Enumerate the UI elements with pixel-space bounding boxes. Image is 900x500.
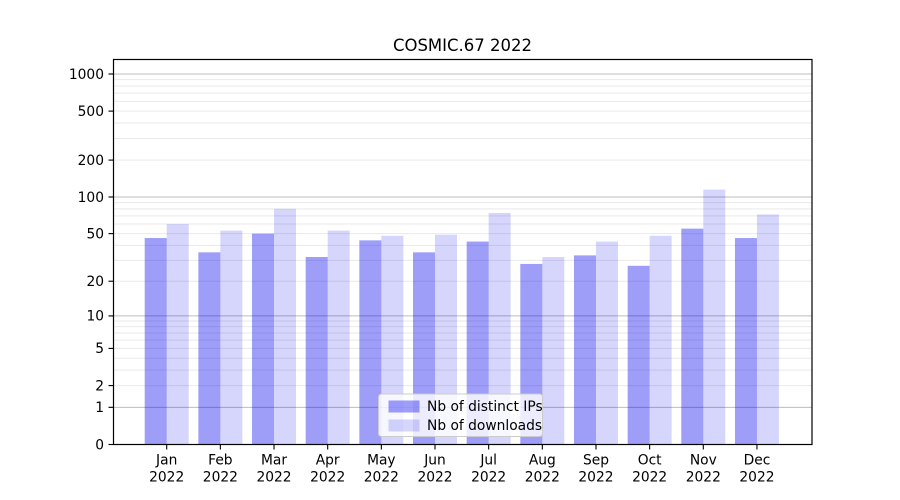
bar-downloads-sep: [595, 241, 618, 445]
bar-downloads-dec: [756, 214, 779, 445]
chart-title: COSMIC.67 2022: [393, 36, 532, 55]
legend-swatch-downloads: [388, 419, 420, 432]
y-tick-label: 20: [86, 274, 104, 290]
bar-downloads-nov: [703, 189, 726, 445]
x-tick-label-month: Oct: [638, 453, 662, 469]
legend: Nb of distinct IPs Nb of downloads: [378, 393, 543, 437]
bar-distinct-ips-sep: [573, 255, 596, 445]
bar-distinct-ips-dec: [734, 238, 757, 445]
ticks-layer: 01251020501002005001000Jan2022Feb2022Mar…: [69, 67, 775, 486]
x-tick-label-year: 2022: [739, 470, 774, 486]
x-tick-label-year: 2022: [149, 470, 184, 486]
x-tick-label-month: Sep: [583, 453, 609, 469]
x-tick-label-year: 2022: [578, 470, 613, 486]
y-tick-label: 0: [95, 437, 104, 453]
x-tick-label-month: Mar: [261, 453, 287, 469]
x-tick-label-month: May: [367, 453, 396, 469]
plot-frame: [112, 58, 813, 446]
x-tick-label-month: Dec: [744, 453, 771, 469]
x-tick-label-month: Aug: [529, 453, 556, 469]
x-tick-label-year: 2022: [256, 470, 291, 486]
bar-downloads-mar: [274, 208, 297, 445]
x-tick-label-month: Nov: [690, 453, 717, 469]
y-tick-label: 10: [86, 309, 104, 325]
x-tick-label-year: 2022: [364, 470, 399, 486]
bar-distinct-ips-apr: [305, 256, 328, 445]
y-tick-label: 500: [78, 104, 104, 120]
bar-downloads-oct: [649, 235, 672, 445]
bar-downloads-jun: [435, 234, 457, 445]
y-tick-label: 50: [86, 226, 104, 242]
y-tick-label: 1000: [69, 67, 104, 83]
x-tick-label-year: 2022: [525, 470, 560, 486]
bar-downloads-jan: [166, 224, 189, 445]
bars-layer: [144, 189, 779, 445]
x-tick-label-year: 2022: [417, 470, 452, 486]
x-tick-label-year: 2022: [632, 470, 667, 486]
x-tick-label-year: 2022: [686, 470, 721, 486]
legend-label-downloads: Nb of downloads: [427, 418, 542, 434]
bar-downloads-jul: [488, 212, 511, 445]
bar-distinct-ips-jan: [144, 238, 167, 445]
x-tick-label-year: 2022: [310, 470, 345, 486]
x-tick-label-month: Apr: [316, 453, 340, 469]
x-tick-label-month: Feb: [208, 453, 232, 469]
bar-distinct-ips-oct: [627, 265, 650, 445]
y-tick-label: 200: [78, 153, 104, 169]
legend-label-distinct-ips: Nb of distinct IPs: [427, 399, 543, 415]
x-tick-label-month: Jul: [479, 453, 497, 469]
bar-distinct-ips-nov: [681, 228, 704, 445]
bar-downloads-apr: [327, 230, 350, 445]
x-tick-label-month: Jun: [423, 453, 446, 469]
bar-distinct-ips-mar: [252, 233, 275, 445]
y-tick-label: 100: [78, 190, 104, 206]
bar-downloads-aug: [542, 256, 565, 445]
x-tick-label-year: 2022: [471, 470, 506, 486]
bar-downloads-feb: [220, 230, 243, 445]
bar-downloads-may: [381, 235, 404, 445]
legend-swatch-distinct-ips: [388, 400, 420, 413]
y-tick-label: 2: [95, 378, 104, 394]
x-tick-label-year: 2022: [203, 470, 238, 486]
y-tick-label: 1: [95, 400, 104, 416]
bar-distinct-ips-feb: [198, 252, 221, 445]
x-tick-label-month: Jan: [155, 453, 177, 469]
y-tick-label: 5: [95, 341, 104, 357]
legend-box: [378, 393, 543, 437]
bar-distinct-ips-may: [359, 240, 382, 445]
